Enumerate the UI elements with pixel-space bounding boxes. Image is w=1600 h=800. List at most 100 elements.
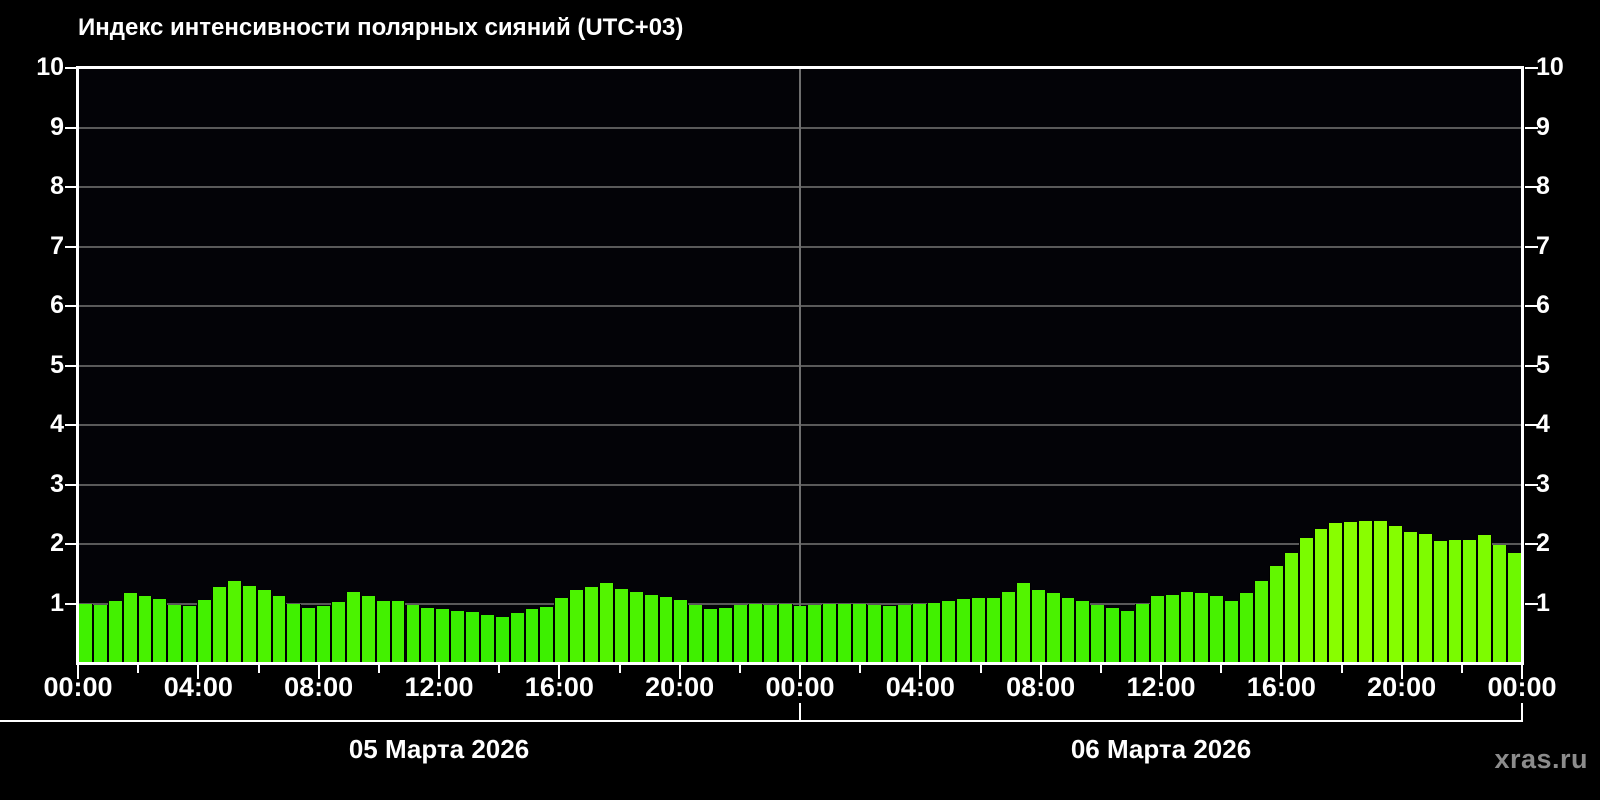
bar <box>1060 597 1076 663</box>
day-bracket-tick <box>799 703 801 722</box>
day-label-1: 06 Марта 2026 <box>1070 734 1252 764</box>
bar <box>1283 552 1299 663</box>
y-tick-mark-right-1 <box>1525 602 1538 605</box>
bar <box>807 605 823 663</box>
x-tick-mark-20h <box>678 665 681 679</box>
bar <box>688 604 704 663</box>
x-tick-mark-10h <box>377 665 380 673</box>
x-tick-mark-16h <box>558 665 561 679</box>
y-tick-mark-left-6 <box>65 305 78 307</box>
bar <box>956 598 972 663</box>
y-tick-label-right-7: 7 <box>1536 231 1550 260</box>
bar <box>941 600 957 663</box>
bar <box>986 597 1001 663</box>
bar <box>509 613 525 663</box>
bar <box>465 612 480 663</box>
y-tick-label-left-7: 7 <box>50 231 64 260</box>
page-title: Индекс интенсивности полярных сияний (UT… <box>78 14 684 41</box>
x-tick-mark-28h <box>919 665 922 679</box>
bar <box>599 582 614 663</box>
x-axis-line <box>76 662 1524 665</box>
y-tick-label-left-9: 9 <box>50 112 64 141</box>
bar <box>1030 590 1046 663</box>
day-bracket-line <box>0 720 800 722</box>
x-tick-mark-38h <box>1220 665 1223 673</box>
bar <box>926 602 942 663</box>
y-tick-mark-left-1 <box>65 602 78 605</box>
bar <box>405 604 421 663</box>
bar <box>1045 592 1061 663</box>
bar <box>1343 522 1359 663</box>
bar <box>524 609 540 663</box>
x-tick-mark-18h <box>618 665 621 673</box>
bar <box>1402 532 1418 663</box>
bar <box>718 607 733 663</box>
bar <box>197 599 212 663</box>
bar <box>345 591 361 663</box>
x-tick-label-6: 00:00 <box>765 672 835 702</box>
bar <box>1462 540 1478 663</box>
bar <box>792 605 808 663</box>
y-tick-label-left-2: 2 <box>50 529 64 557</box>
bar <box>1313 529 1329 663</box>
bar <box>1224 600 1240 663</box>
bar <box>226 580 242 663</box>
y-tick-mark-left-4 <box>65 424 78 426</box>
y-tick-label-left-3: 3 <box>50 469 64 498</box>
y-tick-mark-right-10 <box>1525 67 1538 69</box>
bar <box>450 611 466 663</box>
bar <box>866 605 882 663</box>
y-tick-label-right-8: 8 <box>1536 172 1550 200</box>
x-tick-mark-26h <box>859 665 862 673</box>
x-tick-label-10: 16:00 <box>1246 672 1316 702</box>
bar <box>881 605 897 663</box>
y-tick-label-left-10: 10 <box>36 53 64 81</box>
bar <box>658 596 674 663</box>
bar <box>494 616 510 663</box>
day-bracket-line <box>800 720 1522 722</box>
y-tick-mark-left-7 <box>65 245 78 248</box>
x-tick-mark-46h <box>1460 665 1463 673</box>
bar <box>1105 608 1121 663</box>
bar <box>435 609 451 663</box>
x-tick-mark-44h <box>1400 665 1403 679</box>
x-tick-label-9: 12:00 <box>1126 672 1196 702</box>
x-tick-label-4: 16:00 <box>524 672 594 702</box>
x-tick-mark-36h <box>1160 665 1162 679</box>
bar <box>479 615 495 663</box>
bar <box>584 586 600 663</box>
x-tick-mark-34h <box>1099 665 1102 673</box>
x-tick-label-2: 08:00 <box>284 672 354 702</box>
y-tick-mark-left-10 <box>65 67 78 69</box>
watermark: xras.ru <box>1494 744 1588 774</box>
bar <box>211 586 227 663</box>
bar <box>1134 603 1150 663</box>
plot-top-border <box>76 66 1524 69</box>
bar <box>896 605 912 663</box>
y-tick-label-right-4: 4 <box>1536 410 1550 438</box>
bar <box>1328 523 1344 663</box>
x-tick-label-5: 20:00 <box>645 672 715 702</box>
y-tick-label-right-5: 5 <box>1536 350 1550 379</box>
x-tick-mark-4h <box>197 665 200 679</box>
bar <box>643 594 659 663</box>
y-tick-label-left-1: 1 <box>50 588 64 617</box>
x-tick-mark-30h <box>979 665 982 673</box>
x-tick-label-3: 12:00 <box>404 672 474 702</box>
bar <box>703 609 719 663</box>
y-tick-mark-right-2 <box>1525 543 1538 545</box>
y-tick-label-right-9: 9 <box>1536 112 1550 141</box>
x-tick-mark-12h <box>438 665 440 679</box>
bar <box>301 608 317 663</box>
y-tick-mark-right-3 <box>1525 483 1538 486</box>
bar <box>1432 541 1448 663</box>
x-tick-mark-48h <box>1521 665 1523 679</box>
bar <box>1179 591 1195 663</box>
y-tick-mark-right-5 <box>1525 364 1538 367</box>
bar <box>1477 535 1493 663</box>
bar <box>628 591 644 663</box>
bar <box>1373 521 1388 663</box>
x-tick-mark-0h <box>77 665 79 679</box>
x-tick-mark-14h <box>498 665 501 673</box>
